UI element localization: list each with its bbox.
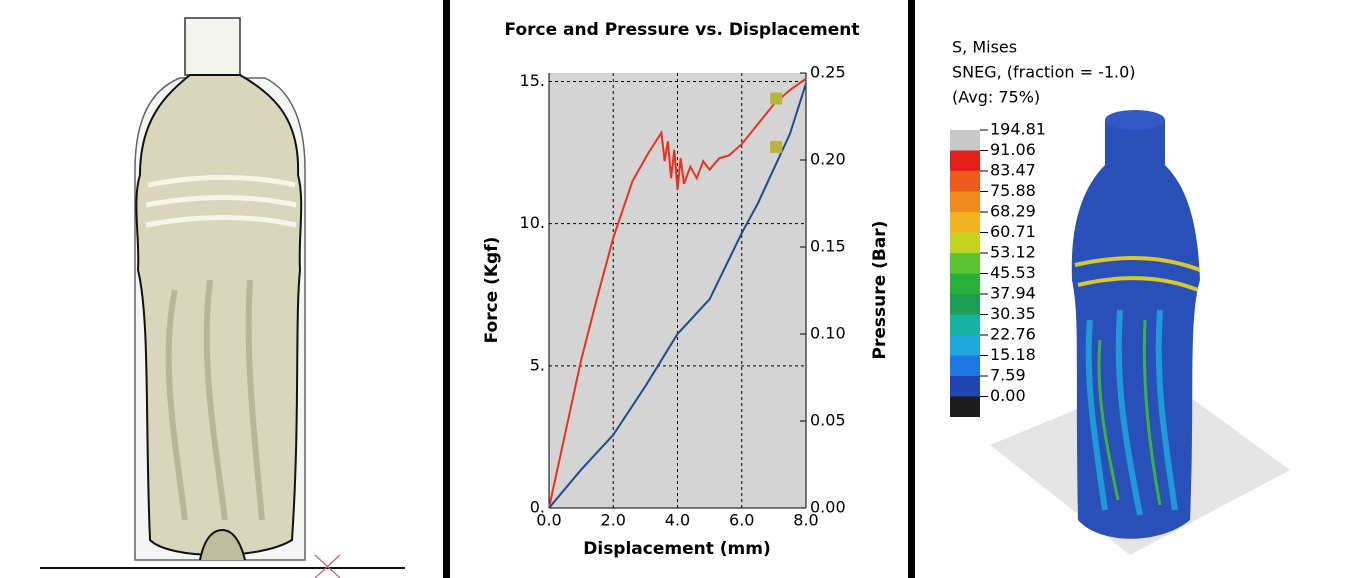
legend-swatch [950, 273, 980, 294]
x-tick-label: 2.0 [601, 511, 626, 530]
x-tick-label: 0.0 [536, 511, 561, 530]
legend-swatch [950, 294, 980, 315]
legend-label: 7.59 [990, 366, 1026, 385]
legend-label: 68.29 [990, 202, 1036, 221]
x-tick-label: 6.0 [729, 511, 754, 530]
legend-swatch [950, 171, 980, 192]
separator [908, 0, 915, 578]
legend-label: 60.71 [990, 222, 1036, 241]
legend-swatch [950, 212, 980, 233]
legend-label: 75.88 [990, 181, 1036, 200]
line-chart: 0.0 2.0 4.0 6.0 8.0 0. 5. 10. 15. 0.00 0.05 0.10 0.1… [520, 63, 846, 530]
legend-label: 0.00 [990, 386, 1026, 405]
y2-tick-label: 0.25 [810, 63, 846, 82]
fea-model [990, 110, 1290, 555]
x-tick-label: 4.0 [665, 511, 690, 530]
marker [770, 92, 783, 105]
legend-label: 22.76 [990, 325, 1036, 344]
legend-swatch [950, 150, 980, 171]
y-axis-label: Force (Kgf) [482, 237, 502, 344]
legend-label: 194.81 [990, 120, 1046, 139]
y-tick-label: 0. [530, 498, 545, 517]
y2-tick-label: 0.20 [810, 150, 846, 169]
legend-swatch [950, 396, 980, 417]
legend-label: 15.18 [990, 345, 1036, 364]
contour-title: SNEG, (fraction = -1.0) [952, 63, 1136, 82]
legend-label: 45.53 [990, 263, 1036, 282]
y2-tick-label: 0.10 [810, 324, 846, 343]
y-tick-label: 5. [530, 355, 545, 374]
y2-axis-label: Pressure (Bar) [870, 221, 890, 360]
legend-label: 30.35 [990, 304, 1036, 323]
legend-label: 53.12 [990, 243, 1036, 262]
legend-swatch [950, 376, 980, 397]
legend-swatch [950, 191, 980, 212]
legend-swatch [950, 253, 980, 274]
legend-swatch [950, 314, 980, 335]
y2-tick-label: 0.05 [810, 411, 846, 430]
y-tick-label: 15. [520, 71, 545, 90]
contour-title: S, Mises [952, 38, 1017, 57]
separator [443, 0, 450, 578]
legend-label: 37.94 [990, 284, 1036, 303]
bottle-drawing [40, 17, 405, 578]
data-line [548, 77, 807, 509]
legend-swatch [950, 130, 980, 151]
y2-tick-label: 0.00 [810, 498, 846, 517]
legend-label: 83.47 [990, 161, 1036, 180]
legend-label: 91.06 [990, 140, 1036, 159]
y2-tick-label: 0.15 [810, 237, 846, 256]
legend-swatch [950, 335, 980, 356]
contour-title: (Avg: 75%) [952, 88, 1040, 107]
chart-title: Force and Pressure vs. Displacement [505, 20, 860, 40]
marker [770, 140, 783, 153]
legend-swatch [950, 355, 980, 376]
data-line [548, 83, 807, 509]
x-tick-label: 8.0 [793, 511, 818, 530]
x-axis-label: Displacement (mm) [583, 539, 771, 559]
legend-swatch [950, 232, 980, 253]
y-tick-label: 10. [520, 213, 545, 232]
